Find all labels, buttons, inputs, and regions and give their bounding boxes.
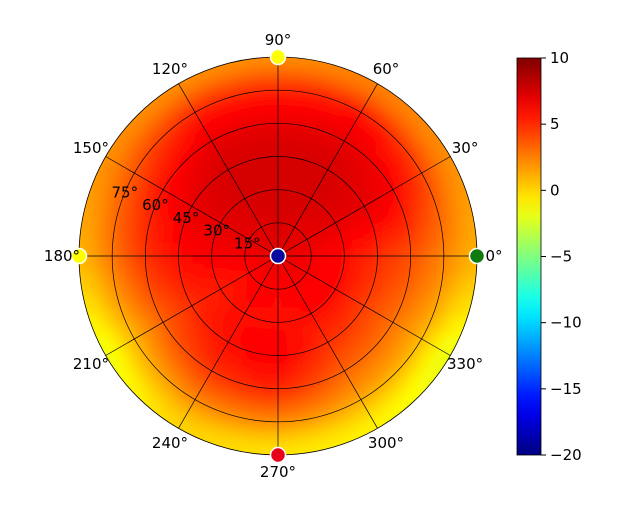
marker-group bbox=[70, 48, 486, 464]
colorbar: 10 5 0 −5 −10 −15 −20 bbox=[516, 49, 582, 464]
radial-tick-labels: 15°30°45°60°75° bbox=[111, 184, 260, 253]
radial-tick-label: 30° bbox=[203, 222, 230, 240]
angle-tick-label: 0° bbox=[485, 247, 502, 265]
radial-tick-label: 75° bbox=[111, 184, 138, 202]
angle-tick-label: 300° bbox=[368, 434, 404, 452]
polar-heatmap: 0° 30° 60° 90° 120° 150° 180° 210° 240° 270° 300° 3… bbox=[44, 31, 503, 481]
angle-tick-label: 270° bbox=[260, 463, 296, 481]
heatmap-cell bbox=[177, 318, 199, 340]
angle-tick-label: 90° bbox=[265, 31, 292, 49]
heatmap-cell bbox=[349, 163, 371, 185]
grid-spoke bbox=[277, 83, 378, 257]
colorbar-tick-label: 5 bbox=[550, 115, 560, 133]
grid-spoke bbox=[178, 83, 279, 257]
point-marker bbox=[269, 247, 287, 265]
angle-tick-label: 120° bbox=[152, 60, 188, 78]
point-marker bbox=[269, 446, 287, 464]
heatmap-cell bbox=[357, 172, 379, 194]
angle-tick-label: 210° bbox=[73, 355, 109, 373]
angle-tick-label: 30° bbox=[452, 139, 479, 157]
angle-tick-labels: 0° 30° 60° 90° 120° 150° 180° 210° 240° 270° 300° 3… bbox=[44, 31, 503, 481]
radial-tick-label: 60° bbox=[142, 196, 169, 214]
colorbar-tick-label: −5 bbox=[550, 248, 572, 266]
grid-spoke bbox=[277, 156, 451, 257]
angle-tick-label: 240° bbox=[152, 434, 188, 452]
grid-spoke bbox=[178, 255, 279, 429]
heatmap-cell bbox=[185, 327, 207, 349]
colorbar-tick-label: 10 bbox=[550, 49, 569, 67]
colorbar-tick-label: −20 bbox=[550, 446, 582, 464]
radial-tick-label: 45° bbox=[173, 209, 200, 227]
heatmap-cell bbox=[194, 155, 216, 177]
colorbar-tick-label: −10 bbox=[550, 314, 582, 332]
point-marker bbox=[269, 48, 287, 66]
heatmap-cell bbox=[349, 327, 371, 349]
point-marker bbox=[468, 247, 486, 265]
angle-tick-label: 180° bbox=[44, 247, 80, 265]
grid-spoke bbox=[105, 255, 279, 356]
angle-tick-label: 330° bbox=[447, 355, 483, 373]
heatmap-cell bbox=[185, 163, 207, 185]
grid-spoke bbox=[277, 255, 451, 356]
colorbar-gradient bbox=[516, 57, 542, 456]
polar-grid bbox=[79, 57, 477, 455]
grid-spoke bbox=[105, 156, 279, 257]
heatmap-cell bbox=[340, 335, 362, 357]
grid-spoke bbox=[277, 255, 378, 429]
point-marker bbox=[70, 247, 88, 265]
colorbar-tick-label: 0 bbox=[550, 181, 560, 199]
angle-tick-label: 150° bbox=[73, 139, 109, 157]
colorbar-tick-label: −15 bbox=[550, 380, 582, 398]
angle-tick-label: 60° bbox=[373, 60, 400, 78]
radial-tick-label: 15° bbox=[234, 234, 261, 252]
colorbar-ticks: 10 5 0 −5 −10 −15 −20 bbox=[541, 49, 582, 464]
